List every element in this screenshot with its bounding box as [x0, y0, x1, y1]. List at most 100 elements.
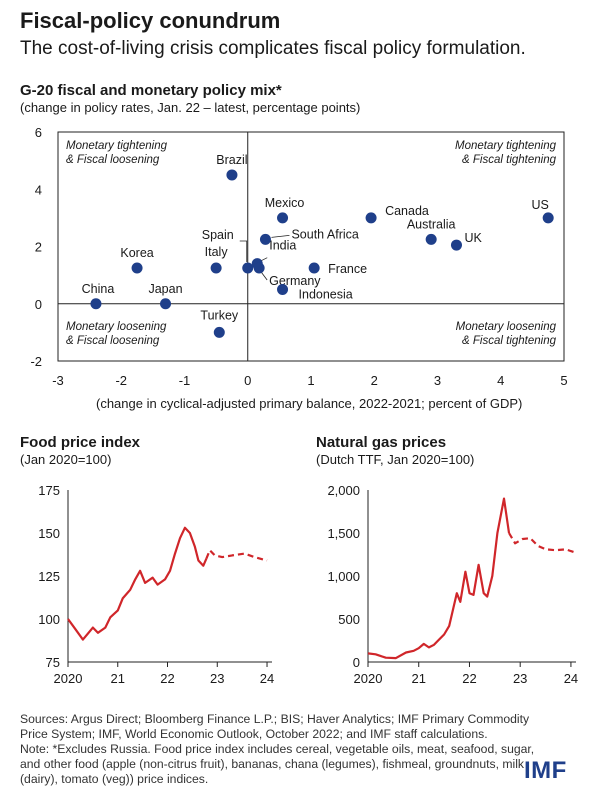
food-x-tick-label: 22 [160, 671, 174, 686]
gas-y-tick-label: 1,500 [327, 526, 360, 541]
scatter-x-tick-label: 1 [307, 373, 314, 388]
quadrant-label-bottom-left: Monetary loosening [66, 321, 167, 333]
scatter-x-tick-label: 3 [434, 373, 441, 388]
point-label-korea: Korea [120, 246, 153, 260]
scatter-y-tick-label: 0 [35, 297, 42, 312]
policy-mix-scatter-chart: -2 0 2 4 6 -3 -2 -1 0 1 2 3 4 5 Monetary tightening & F… [30, 125, 567, 388]
food-series-dashed [205, 549, 268, 562]
gas-y-tick-label: 500 [338, 612, 360, 627]
scatter-chart-title: G-20 fiscal and monetary policy mix* [20, 82, 282, 99]
point-label-south-africa: South Africa [291, 227, 358, 241]
point-label-spain: Spain [202, 228, 234, 242]
note-text: Note: *Excludes Russia. Food price index… [20, 742, 535, 786]
scatter-x-tick-label: 5 [560, 373, 567, 388]
gas-chart-subtitle: (Dutch TTF, Jan 2020=100) [316, 452, 475, 467]
sources-note: Sources: Argus Direct; Bloomberg Finance… [20, 712, 540, 787]
point-label-us: US [532, 198, 549, 212]
food-x-tick-label: 21 [111, 671, 125, 686]
food-y-tick-label: 100 [38, 612, 60, 627]
quadrant-label-bottom-left: & Fiscal loosening [66, 335, 160, 347]
food-price-line-chart: 75 100 125 150 175 2020 21 22 23 24 [38, 483, 274, 686]
point-label-india: India [269, 239, 296, 253]
point-us [542, 212, 554, 224]
scatter-x-tick-label: -3 [52, 373, 64, 388]
food-x-tick-label: 24 [260, 671, 274, 686]
leader-line-spain [239, 240, 248, 262]
point-uk [450, 239, 462, 251]
point-spain [242, 262, 254, 274]
quadrant-label-bottom-right: Monetary loosening [456, 321, 557, 333]
food-y-tick-label: 175 [38, 483, 60, 498]
point-indonesia [277, 283, 289, 295]
scatter-x-tick-label: -1 [179, 373, 191, 388]
food-chart-subtitle: (Jan 2020=100) [20, 452, 112, 467]
gas-price-line-chart: 0 500 1,000 1,500 2,000 2020 21 22 23 24 [327, 483, 578, 686]
gas-x-tick-label: 21 [411, 671, 425, 686]
page-title: Fiscal-policy conundrum [20, 8, 281, 33]
imf-logo: IMF [524, 757, 567, 784]
point-korea [131, 262, 143, 274]
point-turkey [213, 326, 225, 338]
point-south-africa [259, 233, 271, 245]
scatter-y-tick-label: -2 [30, 354, 42, 369]
scatter-x-axis-label: (change in cyclical-adjusted primary bal… [96, 396, 523, 411]
food-x-tick-label: 2020 [54, 671, 83, 686]
point-label-canada: Canada [385, 204, 429, 218]
point-italy [210, 262, 222, 274]
point-canada [365, 212, 377, 224]
food-y-tick-label: 150 [38, 526, 60, 541]
gas-series-dashed [508, 532, 577, 554]
gas-x-tick-label: 22 [462, 671, 476, 686]
point-label-brazil: Brazil [216, 153, 247, 167]
quadrant-label-top-left: Monetary tightening [66, 140, 168, 152]
gas-y-tick-label: 2,000 [327, 483, 360, 498]
scatter-x-tick-label: 2 [371, 373, 378, 388]
point-germany [253, 262, 265, 274]
gas-y-tick-label: 1,000 [327, 569, 360, 584]
point-brazil [226, 169, 238, 181]
food-y-tick-label: 75 [46, 655, 60, 670]
point-label-mexico: Mexico [265, 196, 305, 210]
point-label-italy: Italy [205, 245, 229, 259]
scatter-chart-subtitle: (change in policy rates, Jan. 22 – lates… [20, 100, 361, 115]
gas-series-solid [367, 497, 511, 660]
point-label-germany: Germany [269, 274, 321, 288]
sources-text: Sources: Argus Direct; Bloomberg Finance… [20, 712, 530, 741]
point-france [308, 262, 320, 274]
leader-line-germany [260, 271, 268, 281]
point-label-australia: Australia [407, 217, 456, 231]
food-y-tick-label: 125 [38, 569, 60, 584]
gas-x-tick-label: 24 [564, 671, 578, 686]
scatter-y-tick-label: 2 [35, 240, 42, 255]
gas-chart-title: Natural gas prices [316, 434, 447, 451]
quadrant-label-top-right: Monetary tightening [455, 140, 557, 152]
gas-y-tick-label: 0 [353, 655, 360, 670]
gas-x-tick-label: 23 [513, 671, 527, 686]
leader-line-south-africa [271, 234, 290, 238]
quadrant-label-top-left: & Fiscal loosening [66, 154, 160, 166]
point-label-china: China [82, 282, 115, 296]
scatter-plot-frame [57, 131, 565, 362]
point-label-france: France [328, 262, 367, 276]
food-series-solid [67, 526, 208, 641]
gas-x-tick-label: 2020 [354, 671, 383, 686]
point-australia [425, 233, 437, 245]
page-subtitle: The cost-of-living crisis complicates fi… [20, 38, 526, 59]
scatter-x-tick-label: 0 [244, 373, 251, 388]
scatter-x-tick-label: -2 [115, 373, 127, 388]
quadrant-label-bottom-right: & Fiscal tightening [462, 335, 557, 347]
point-label-uk: UK [464, 231, 482, 245]
point-china [90, 298, 102, 310]
point-mexico [277, 212, 289, 224]
scatter-y-tick-label: 4 [35, 182, 42, 197]
point-label-japan: Japan [148, 282, 182, 296]
scatter-y-tick-label: 6 [35, 125, 42, 140]
point-label-indonesia: Indonesia [299, 287, 353, 301]
point-label-turkey: Turkey [200, 308, 238, 322]
quadrant-label-top-right: & Fiscal tightening [462, 154, 557, 166]
point-japan [160, 298, 172, 310]
food-x-tick-label: 23 [210, 671, 224, 686]
food-chart-title: Food price index [20, 434, 141, 451]
leader-line-india [261, 257, 268, 262]
scatter-x-tick-label: 4 [497, 373, 504, 388]
